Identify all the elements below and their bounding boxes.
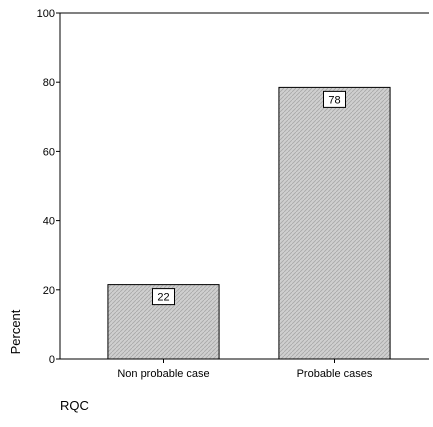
x-tick-label-1: Probable cases: [297, 368, 373, 380]
y-tick-label-20: 20: [43, 285, 55, 297]
data-label-box-1: [323, 90, 346, 108]
y-tick-label-0: 0: [49, 354, 55, 366]
bars: 22 78: [107, 86, 391, 360]
x-axis-label: RQC: [60, 398, 89, 413]
y-tick-label-40: 40: [43, 216, 55, 228]
y-tick-label-80: 80: [43, 77, 55, 89]
y-axis-label: Percent: [8, 309, 23, 354]
data-label-1: 78: [328, 94, 340, 106]
x-tick-labels: Non probable case Probable cases: [117, 359, 373, 380]
y-tick-label-100: 100: [37, 8, 55, 20]
bar-1: [278, 86, 391, 360]
y-tick-label-60: 60: [43, 146, 55, 158]
data-label-box-0: [152, 288, 175, 306]
y-ticks: 0 20 40 60 80 100: [37, 8, 60, 366]
x-tick-label-0: Non probable case: [117, 368, 209, 380]
data-label-0: 22: [157, 292, 169, 304]
